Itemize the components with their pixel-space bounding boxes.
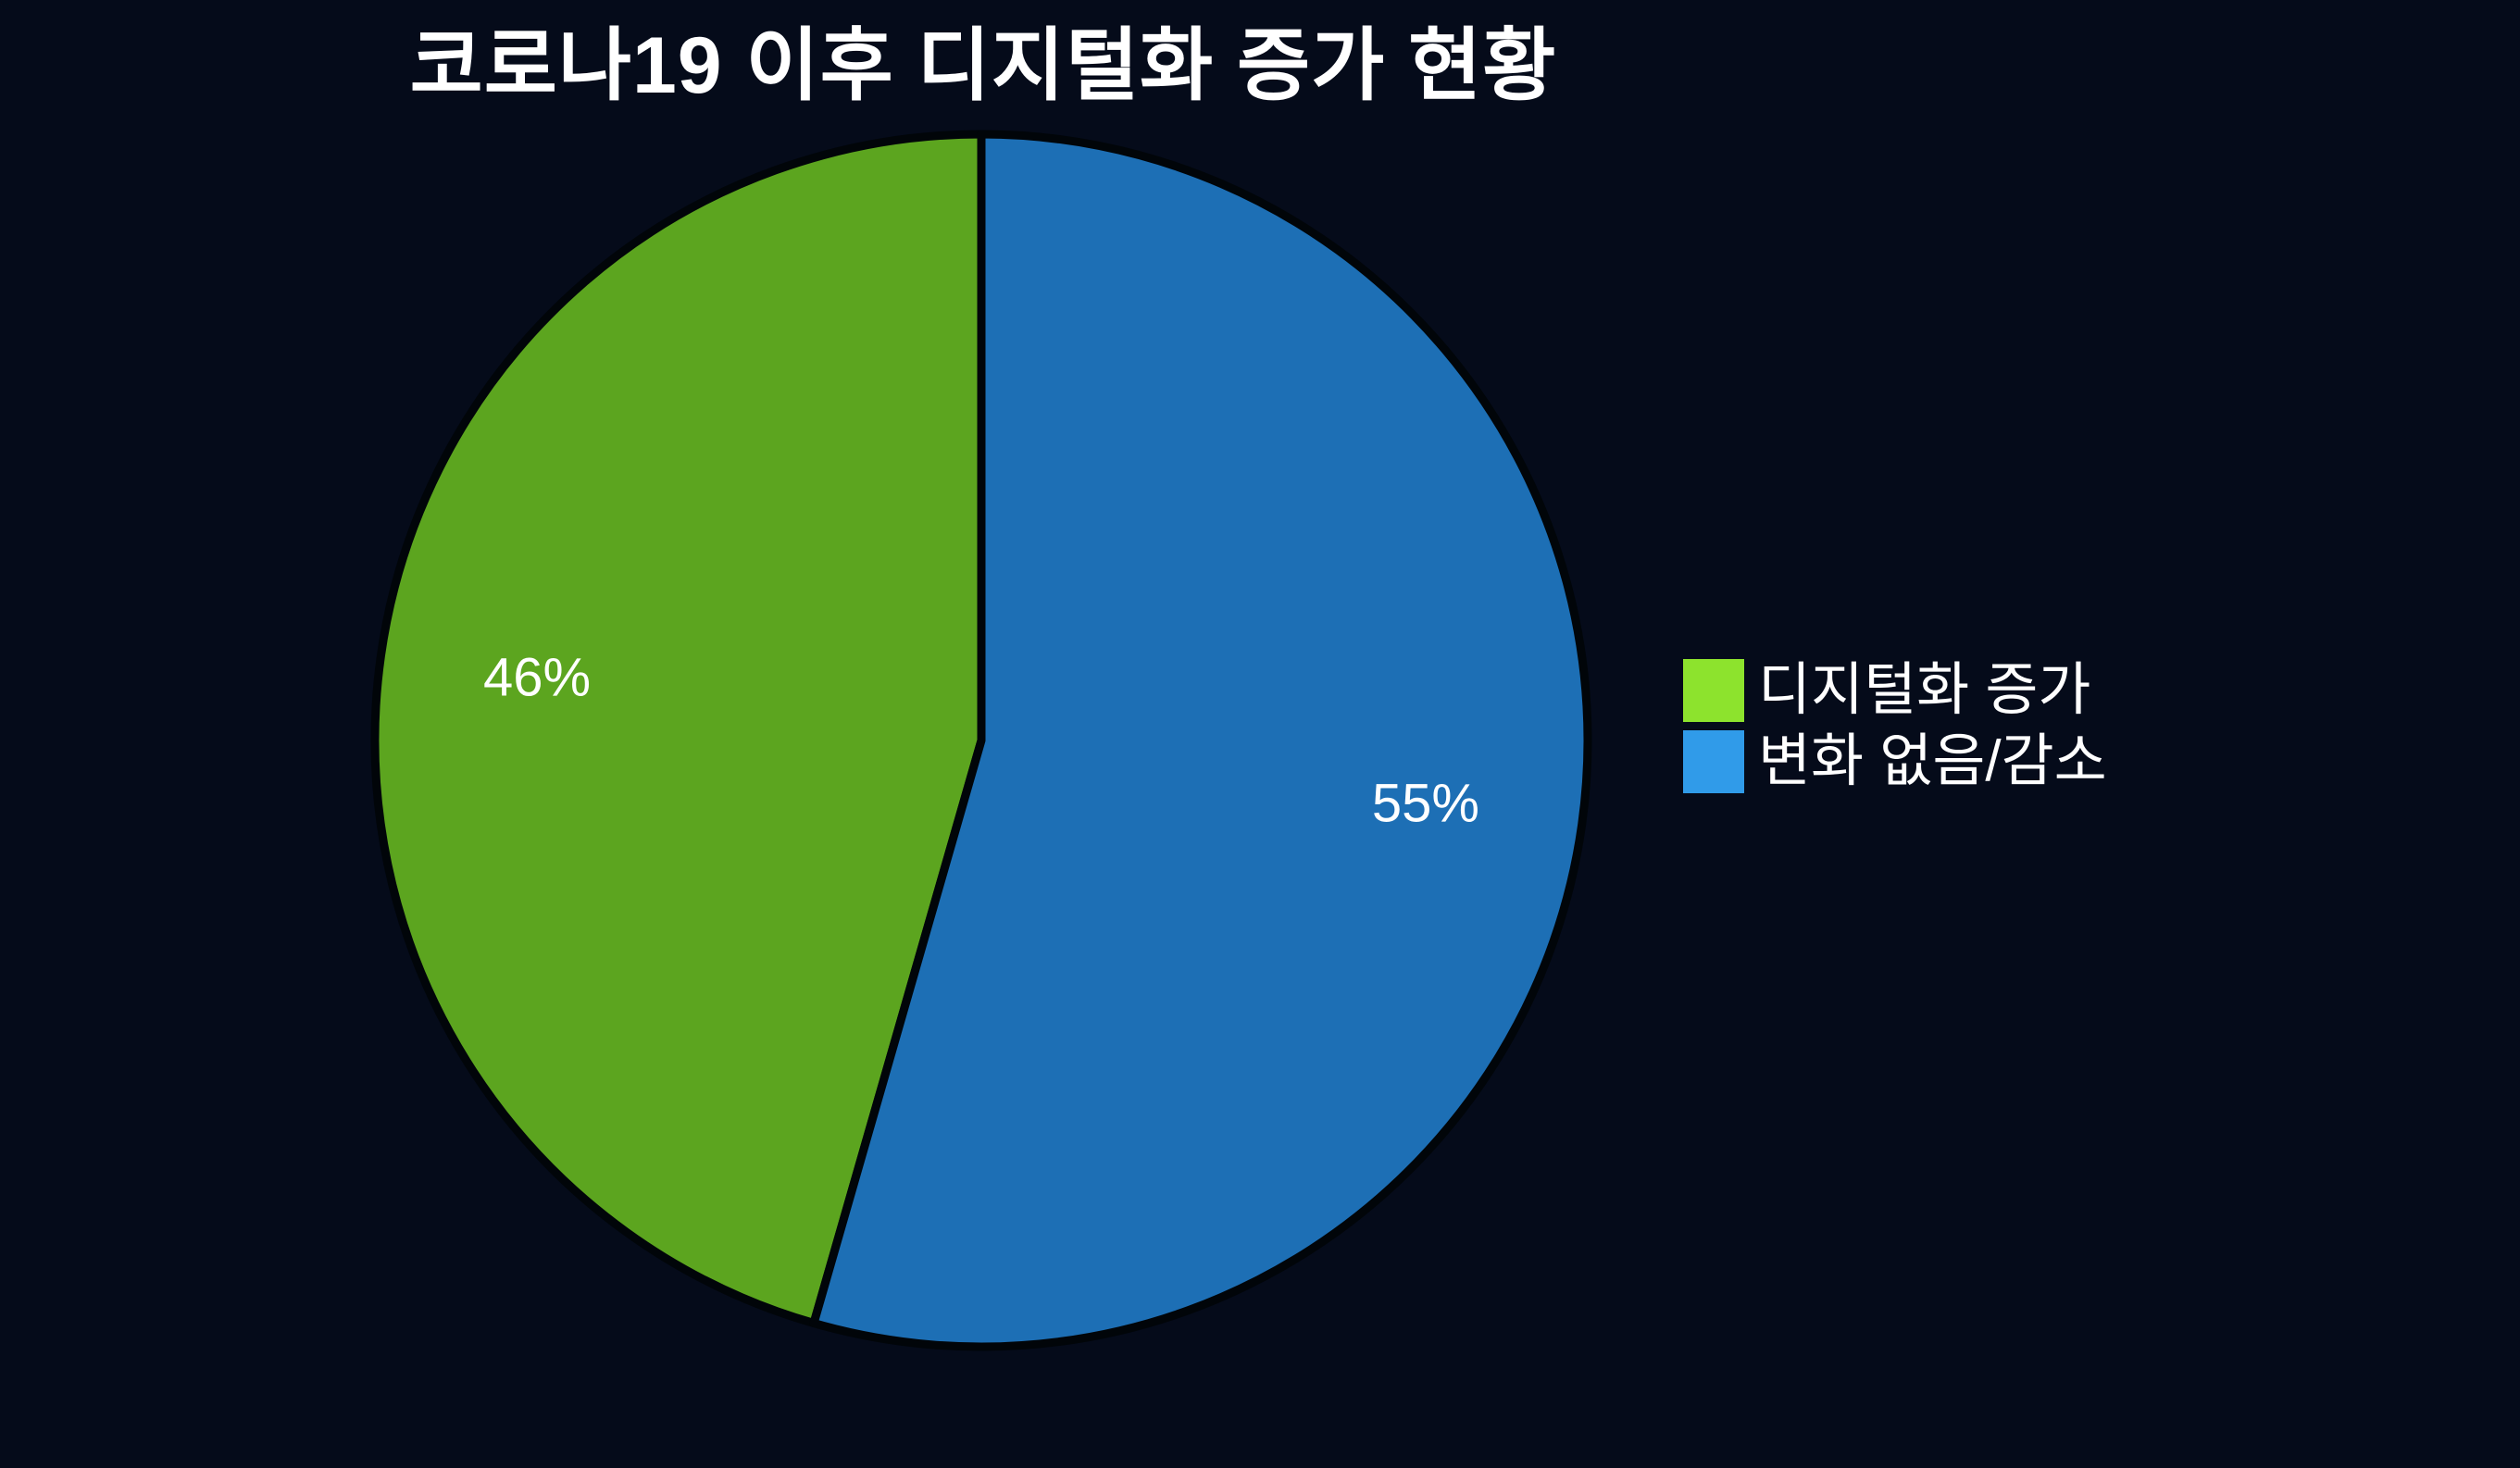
- legend-item-label: 디지털화 증가: [1758, 658, 2091, 722]
- legend-swatch-green: [1683, 659, 1744, 722]
- pie-slice-0: [370, 130, 986, 1327]
- legend: 디지털화 증가 변화 없음/감소: [1683, 659, 2107, 793]
- legend-swatch-blue: [1683, 730, 1744, 793]
- legend-item-label: 변화 없음/감소: [1758, 729, 2107, 793]
- pie-data-label-no-change-decrease: 55%: [1371, 773, 1479, 834]
- legend-item: 디지털화 증가: [1683, 659, 2107, 722]
- pie-data-label-digitalization-increase: 46%: [482, 647, 592, 708]
- legend-item: 변화 없음/감소: [1683, 730, 2107, 793]
- chart-title: 코로나19 이후 디지털화 증가 현황: [409, 21, 1557, 110]
- pie-slice-1: [809, 130, 1592, 1351]
